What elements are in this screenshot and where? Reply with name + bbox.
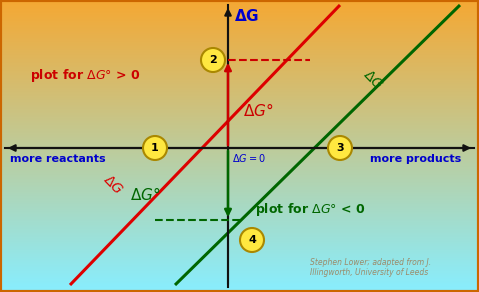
Text: 4: 4 xyxy=(248,235,256,245)
Text: plot for $\Delta G°$ > 0: plot for $\Delta G°$ > 0 xyxy=(30,67,140,84)
Circle shape xyxy=(240,228,264,252)
Text: $\Delta G°$: $\Delta G°$ xyxy=(243,102,274,119)
Text: $\mathbf{\Delta}$$\mathbf{G}$: $\mathbf{\Delta}$$\mathbf{G}$ xyxy=(234,8,259,24)
Text: plot for $\Delta G°$ < 0: plot for $\Delta G°$ < 0 xyxy=(255,201,365,218)
Text: more reactants: more reactants xyxy=(10,154,106,164)
Text: $\Delta G$: $\Delta G$ xyxy=(360,67,385,93)
Circle shape xyxy=(143,136,167,160)
Text: $\Delta G°$: $\Delta G°$ xyxy=(130,187,160,204)
Text: 2: 2 xyxy=(209,55,217,65)
Circle shape xyxy=(328,136,352,160)
Text: 3: 3 xyxy=(336,143,344,153)
Circle shape xyxy=(201,48,225,72)
Text: 1: 1 xyxy=(151,143,159,153)
Text: $\Delta G = 0$: $\Delta G = 0$ xyxy=(232,152,266,164)
Text: more products: more products xyxy=(370,154,461,164)
Text: Stephen Lower; adapted from J.
Illingworth, University of Leeds: Stephen Lower; adapted from J. Illingwor… xyxy=(310,258,431,277)
Text: $\Delta G$: $\Delta G$ xyxy=(100,172,125,198)
